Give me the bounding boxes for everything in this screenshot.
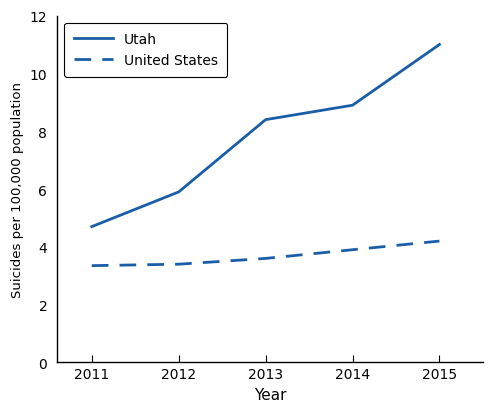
Y-axis label: Suicides per 100,000 population: Suicides per 100,000 population — [11, 82, 24, 297]
Utah — [89, 225, 95, 230]
X-axis label: Year: Year — [254, 387, 286, 402]
Line: Utah: Utah — [92, 45, 440, 227]
United States — [89, 263, 95, 268]
Utah — [437, 43, 443, 48]
Line: United States: United States — [92, 242, 440, 266]
United States — [437, 239, 443, 244]
Utah — [263, 118, 269, 123]
Legend: Utah, United States: Utah, United States — [64, 24, 227, 78]
United States — [176, 262, 182, 267]
United States — [263, 256, 269, 261]
Utah — [350, 104, 356, 109]
Utah — [176, 190, 182, 195]
United States — [350, 248, 356, 253]
